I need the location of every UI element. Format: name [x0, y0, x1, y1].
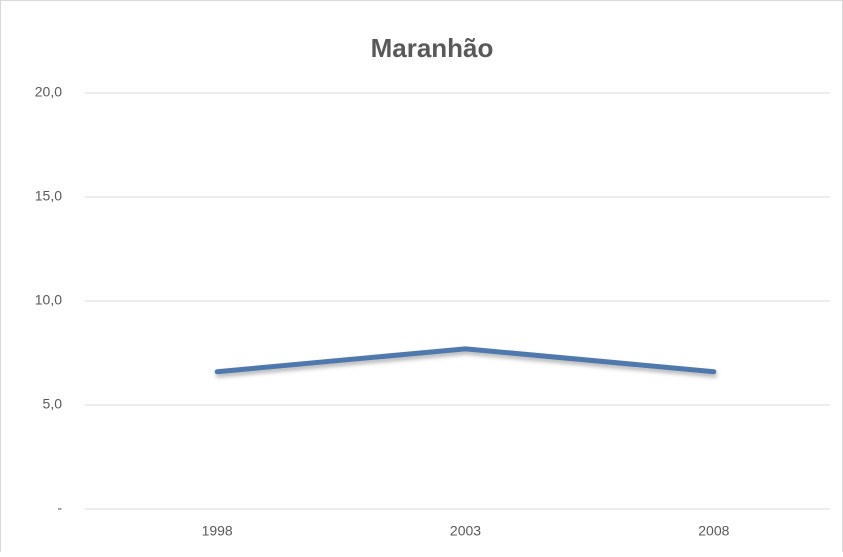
- x-tick-label: 2008: [698, 523, 729, 539]
- chart-title: Maranhão: [371, 33, 494, 63]
- data-line: [214, 346, 717, 375]
- y-tick-label: 20,0: [35, 84, 62, 100]
- x-tick-label: 1998: [202, 523, 233, 539]
- y-tick-label: 15,0: [35, 188, 62, 204]
- y-tick-label: 5,0: [43, 396, 63, 412]
- x-tick-label: 2003: [450, 523, 481, 539]
- y-tick-label: 10,0: [35, 292, 62, 308]
- y-tick-label: -: [57, 500, 62, 516]
